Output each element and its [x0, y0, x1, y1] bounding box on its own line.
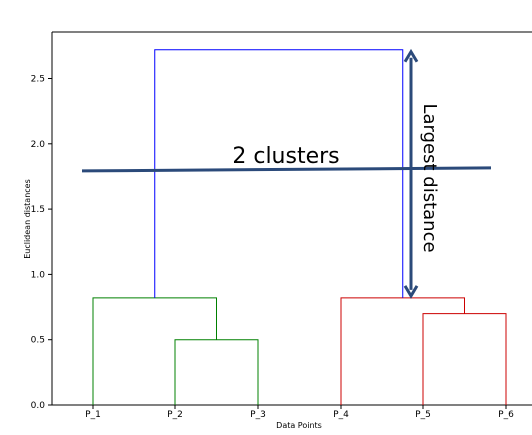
x-tick-label: P_2	[167, 410, 183, 420]
y-tick-label: 0.0	[31, 401, 46, 411]
threshold-label: 2 clusters	[232, 144, 339, 169]
x-tick-label: P_1	[85, 410, 101, 420]
arrow-head-bottom	[403, 285, 419, 299]
threshold-line	[81, 166, 492, 173]
largest-distance-arrow	[403, 48, 419, 299]
dendrogram-links	[92, 49, 507, 405]
y-tick-label: 2.5	[31, 75, 45, 85]
dendrogram-link	[154, 49, 404, 298]
dendrogram-link	[174, 339, 259, 405]
y-ticks: 0.0 0.5 1.0 1.5 2.0 2.5	[31, 75, 52, 411]
x-axis-label: Data Points	[276, 421, 322, 430]
x-tick-label: P_5	[415, 410, 431, 420]
x-ticks: P_1 P_2 P_3 P_4 P_5 P_6	[85, 405, 514, 420]
y-tick-label: 1.5	[31, 205, 45, 215]
x-tick-label: P_3	[250, 410, 266, 420]
dendrogram-link	[92, 297, 217, 405]
y-axis-label: Euclidean distances	[23, 179, 32, 259]
x-tick-label: P_6	[498, 410, 514, 420]
y-tick-label: 0.5	[31, 336, 45, 346]
y-tick-label: 1.0	[31, 270, 46, 280]
x-tick-label: P_4	[333, 410, 349, 420]
y-tick-label: 2.0	[31, 140, 46, 150]
largest-distance-label: Largest distance	[419, 103, 440, 252]
arrow-head-top	[403, 48, 419, 63]
dendrogram-link	[422, 313, 507, 405]
